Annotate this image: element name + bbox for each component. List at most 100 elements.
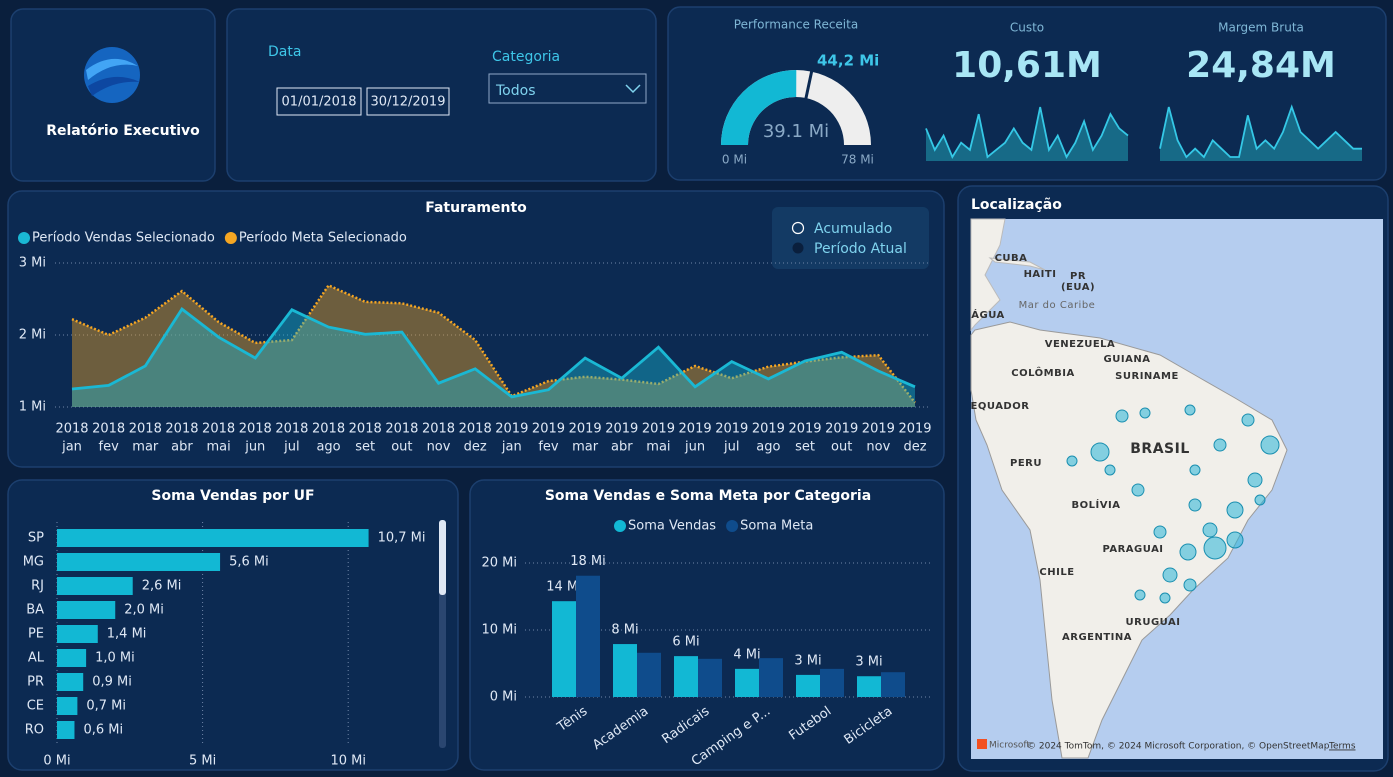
bar (57, 697, 78, 715)
x-tick-label: jul (723, 440, 739, 455)
date-end-box[interactable] (366, 87, 450, 116)
x-tick-label: 2018 (459, 422, 492, 437)
revenue-panel (7, 190, 945, 468)
map-label: GUIANA (1104, 354, 1151, 365)
kpi-title: Custo (1010, 21, 1044, 35)
bubble[interactable] (1226, 531, 1244, 549)
bubble[interactable] (1183, 578, 1197, 592)
radio-current[interactable] (792, 242, 804, 254)
bubble[interactable] (1241, 413, 1255, 427)
uf-panel (7, 479, 459, 771)
date-end[interactable]: 30/12/2019 (371, 95, 446, 110)
legend-marker (18, 232, 30, 244)
bar (576, 575, 600, 697)
x-tick-label: 2019 (898, 422, 931, 437)
y-tick-label: RO (25, 723, 44, 738)
y-tick-label: 3 Mi (19, 256, 46, 271)
map-title: Localização (971, 197, 1062, 213)
value-label: 14 Mi (546, 580, 582, 595)
map-land (970, 218, 1006, 332)
bar (613, 644, 637, 697)
bubble[interactable] (1254, 494, 1266, 506)
x-tick-label: 2018 (312, 422, 345, 437)
x-tick-label: 2018 (165, 422, 198, 437)
bubble[interactable] (1189, 464, 1201, 476)
legend-label: Soma Vendas (628, 519, 716, 534)
bubble[interactable] (1066, 455, 1078, 467)
x-tick-label: 2018 (202, 422, 235, 437)
toggle-option[interactable]: Acumulado (814, 221, 892, 237)
bubble[interactable] (1131, 483, 1145, 497)
bubble[interactable] (1188, 498, 1202, 512)
bubble[interactable] (1153, 525, 1167, 539)
y-tick-label: PR (27, 675, 44, 690)
bubble[interactable] (1213, 438, 1227, 452)
x-tick-label: fev (99, 440, 120, 455)
bubble[interactable] (1179, 543, 1197, 561)
bubble[interactable] (1159, 592, 1171, 604)
x-tick-label: out (391, 440, 412, 455)
bar (735, 668, 759, 697)
x-tick-label: nov (427, 440, 451, 455)
x-tick-label: ago (316, 440, 340, 455)
bubble[interactable] (1260, 435, 1280, 455)
x-tick-label: abr (611, 440, 633, 455)
bar (820, 668, 844, 697)
value-label: 2,0 Mi (124, 603, 164, 618)
value-label: 18 Mi (570, 554, 606, 569)
category-dropdown[interactable] (488, 73, 647, 104)
y-tick-label: BA (26, 603, 44, 618)
map-label: ÁGUA (971, 308, 1005, 321)
bubble[interactable] (1104, 464, 1116, 476)
x-tick-label: 2018 (349, 422, 382, 437)
y-tick-label: SP (28, 531, 44, 546)
gauge-min: 0 Mi (722, 153, 747, 167)
y-tick-label: RJ (31, 579, 44, 594)
map-label: Mar do Caribe (1019, 300, 1096, 311)
dropdown-chevron[interactable] (625, 84, 641, 94)
map-terms[interactable]: Terms (1328, 742, 1356, 752)
line (71, 307, 916, 399)
bubble[interactable] (1184, 404, 1196, 416)
legend-label: Soma Meta (740, 519, 813, 534)
radio-accumulated[interactable] (791, 221, 805, 235)
x-tick-label: dez (903, 440, 926, 455)
bubble[interactable] (1134, 589, 1146, 601)
x-tick-label: jan (501, 440, 522, 455)
bubble[interactable] (1139, 407, 1151, 419)
bubble[interactable] (1115, 409, 1129, 423)
map-land (988, 257, 1046, 271)
bubble[interactable] (1090, 442, 1110, 462)
x-tick-label: 2019 (679, 422, 712, 437)
category-value[interactable]: Todos (495, 83, 535, 99)
date-start[interactable]: 01/01/2018 (282, 95, 357, 110)
x-tick-label: jan (61, 440, 82, 455)
x-tick-label: abr (171, 440, 193, 455)
date-start-box[interactable] (276, 87, 362, 116)
bar (796, 674, 820, 697)
x-tick-label: mai (206, 440, 230, 455)
bubble[interactable] (1247, 472, 1263, 488)
bubble[interactable] (1203, 536, 1227, 560)
gauge-target-label: 44,2 Mi (817, 52, 879, 70)
map-label: BOLÍVIA (1072, 498, 1121, 511)
map-label: EQUADOR (971, 401, 1030, 412)
scrollbar-thumb[interactable] (439, 520, 446, 595)
map-land (970, 321, 1288, 759)
x-tick-label: 2019 (715, 422, 748, 437)
x-tick-label: jun (684, 440, 705, 455)
bubble[interactable] (1226, 501, 1244, 519)
bubble[interactable] (1202, 522, 1218, 538)
bar (57, 553, 221, 571)
toggle-option[interactable]: Período Atual (814, 241, 907, 257)
map-label: (EUA) (1061, 282, 1095, 293)
bar (57, 601, 116, 619)
bubble[interactable] (1162, 567, 1178, 583)
map-label: URUGUAI (1126, 617, 1181, 628)
chart-title: Soma Vendas e Soma Meta por Categoria (545, 488, 871, 504)
filter-panel (226, 8, 657, 182)
x-tick-label: 2019 (862, 422, 895, 437)
bar (57, 673, 84, 691)
kpi-value: 24,84M (1186, 45, 1336, 86)
